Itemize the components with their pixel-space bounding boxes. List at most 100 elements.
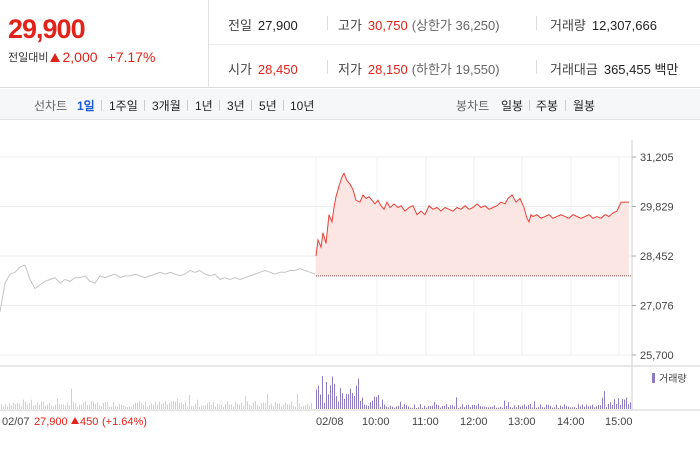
volume-bar bbox=[229, 404, 230, 409]
volume-bar bbox=[342, 393, 343, 409]
volume-bar bbox=[303, 406, 304, 409]
volume-bar bbox=[107, 402, 108, 409]
volume-bar bbox=[247, 401, 248, 409]
y-tick-label: 29,829 bbox=[640, 201, 674, 213]
volume-bar bbox=[305, 405, 306, 409]
stat-label: 거래대금 bbox=[550, 62, 598, 77]
divider bbox=[536, 60, 537, 74]
volume-bar bbox=[191, 406, 192, 409]
prev-day-change: 450 bbox=[80, 416, 98, 428]
volume-bar bbox=[31, 399, 32, 409]
volume-bar bbox=[594, 407, 595, 409]
volume-bar bbox=[376, 396, 377, 409]
period-3y-button[interactable]: 3년 bbox=[227, 99, 245, 113]
volume-bar bbox=[167, 404, 168, 409]
divider bbox=[251, 100, 252, 111]
stat-value: 28,450 bbox=[257, 62, 298, 77]
volume-bar bbox=[269, 404, 270, 409]
volume-bar bbox=[504, 400, 505, 409]
volume-bar bbox=[309, 405, 310, 409]
volume-bar bbox=[386, 406, 387, 409]
volume-bar bbox=[155, 401, 156, 409]
volume-bar bbox=[113, 402, 114, 409]
volume-bar bbox=[43, 401, 44, 409]
volume-bar bbox=[35, 405, 36, 409]
volume-bar bbox=[404, 404, 405, 409]
volume-bar bbox=[123, 405, 124, 409]
volume-bar bbox=[550, 405, 551, 409]
period-3m-button[interactable]: 3개월 bbox=[152, 99, 181, 113]
volume-bar bbox=[29, 402, 30, 409]
volume-bar bbox=[189, 394, 190, 409]
stat-value: 28,150 bbox=[367, 62, 408, 77]
volume-bar bbox=[183, 403, 184, 409]
volume-bar bbox=[93, 401, 94, 409]
prev-day-close: 27,900 bbox=[34, 416, 68, 428]
volume-bar bbox=[468, 404, 469, 409]
volume-bar bbox=[181, 402, 182, 409]
volume-bar bbox=[568, 406, 569, 409]
stat-low: 저가 28,150 (하한가 19,550) bbox=[338, 59, 500, 78]
y-tick-label: 27,076 bbox=[640, 301, 674, 313]
volume-bar bbox=[524, 404, 525, 409]
volume-bar bbox=[344, 398, 345, 409]
volume-bar bbox=[474, 405, 475, 409]
volume-bar bbox=[324, 402, 325, 409]
volume-bar bbox=[526, 406, 527, 409]
volume-bar bbox=[498, 407, 499, 409]
volume-bar bbox=[368, 405, 369, 409]
volume-bar bbox=[572, 407, 573, 409]
prev-day-label: 02/07 bbox=[2, 416, 30, 428]
volume-bar bbox=[576, 407, 577, 409]
divider bbox=[327, 16, 328, 30]
volume-bar bbox=[534, 401, 535, 409]
volume-bar bbox=[61, 404, 62, 409]
volume-bar bbox=[586, 404, 587, 409]
period-5y-button[interactable]: 5년 bbox=[259, 99, 277, 113]
volume-bar bbox=[582, 404, 583, 409]
period-10y-button[interactable]: 10년 bbox=[290, 99, 315, 113]
stat-value: 12,307,666 bbox=[591, 18, 657, 33]
volume-bar bbox=[484, 406, 485, 409]
period-1d-button[interactable]: 1일 bbox=[77, 99, 95, 113]
volume-bar bbox=[103, 402, 104, 409]
volume-bar bbox=[101, 406, 102, 409]
volume-bar bbox=[590, 405, 591, 409]
volume-bar bbox=[402, 407, 403, 409]
volume-bar bbox=[161, 404, 162, 409]
stat-sub: (상한가 36,250) bbox=[411, 18, 500, 33]
volume-bar bbox=[23, 399, 24, 409]
line-chart-label: 선차트 bbox=[34, 99, 68, 113]
volume-bar bbox=[472, 404, 473, 409]
candle-daily-button[interactable]: 일봉 bbox=[501, 99, 524, 113]
volume-bar bbox=[326, 381, 327, 409]
volume-bar bbox=[245, 396, 246, 409]
volume-bar bbox=[410, 407, 411, 409]
volume-bar bbox=[584, 406, 585, 409]
volume-bar bbox=[207, 403, 208, 409]
volume-bar bbox=[233, 406, 234, 409]
volume-bar bbox=[259, 406, 260, 409]
period-1w-button[interactable]: 1주일 bbox=[109, 99, 138, 113]
period-1y-button[interactable]: 1년 bbox=[195, 99, 213, 113]
volume-bar bbox=[11, 405, 12, 409]
volume-bar bbox=[614, 399, 615, 409]
volume-bar bbox=[65, 405, 66, 409]
candle-weekly-button[interactable]: 주봉 bbox=[536, 99, 559, 113]
volume-bar bbox=[13, 403, 14, 409]
volume-bar bbox=[159, 401, 160, 409]
volume-bar bbox=[364, 404, 365, 409]
volume-bar bbox=[588, 406, 589, 409]
stats-divider bbox=[209, 44, 700, 45]
volume-bar bbox=[307, 403, 308, 409]
candle-monthly-button[interactable]: 월봉 bbox=[573, 99, 596, 113]
volume-bar bbox=[67, 402, 68, 409]
volume-bar bbox=[249, 404, 250, 409]
volume-bar bbox=[211, 404, 212, 409]
x-tick-label: 14:00 bbox=[557, 416, 585, 428]
volume-bar bbox=[528, 405, 529, 409]
volume-bar bbox=[3, 406, 4, 409]
stat-label: 전일 bbox=[228, 18, 252, 33]
volume-bar bbox=[466, 405, 467, 409]
volume-bar bbox=[173, 401, 174, 409]
